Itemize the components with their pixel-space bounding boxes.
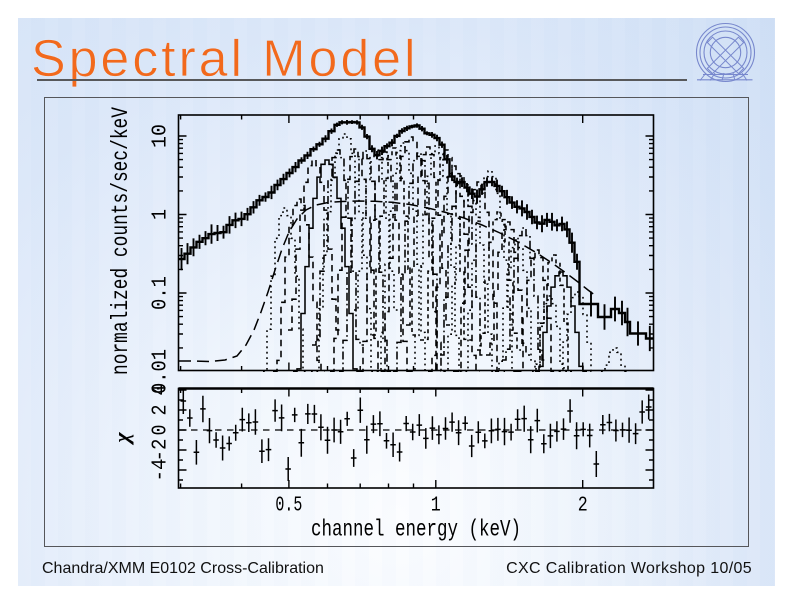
svg-text:χ: χ xyxy=(109,432,134,446)
svg-text:4: 4 xyxy=(150,385,173,396)
svg-text:0.5: 0.5 xyxy=(275,495,302,518)
svg-text:0: 0 xyxy=(150,425,173,436)
svg-text:normalized counts/sec/keV: normalized counts/sec/keV xyxy=(108,107,134,375)
svg-text:2: 2 xyxy=(578,495,588,518)
svg-text:-2: -2 xyxy=(150,439,173,462)
svg-text:1: 1 xyxy=(431,495,441,518)
svg-text:channel energy (keV): channel energy (keV) xyxy=(311,517,521,543)
svg-text:1: 1 xyxy=(150,209,173,220)
svg-text:2: 2 xyxy=(150,405,173,416)
svg-text:-4: -4 xyxy=(150,459,173,482)
svg-text:0.1: 0.1 xyxy=(150,276,173,310)
svg-text:10: 10 xyxy=(150,124,173,148)
svg-text:0.01: 0.01 xyxy=(150,349,173,394)
